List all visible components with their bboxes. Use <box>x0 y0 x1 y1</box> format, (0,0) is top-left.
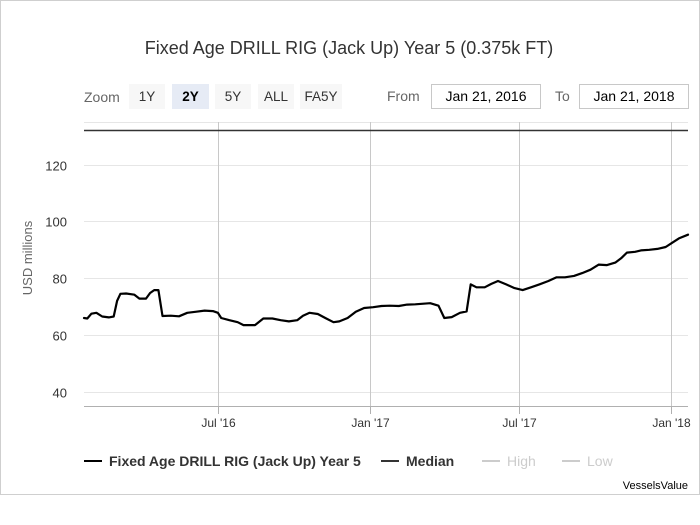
zoom-all-button[interactable]: ALL <box>258 84 294 109</box>
zoom-label: Zoom <box>84 89 120 105</box>
legend-series-swatch <box>84 460 102 462</box>
y-tick-label: 100 <box>45 215 67 230</box>
to-label: To <box>555 88 570 104</box>
legend-low-swatch <box>562 460 580 462</box>
grid-layer <box>84 122 688 406</box>
zoom-2y-button[interactable]: 2Y <box>172 84 209 109</box>
x-tick-label: Jan '17 <box>351 416 390 430</box>
chart-title: Fixed Age DRILL RIG (Jack Up) Year 5 (0.… <box>144 38 554 58</box>
legend-series-label: Fixed Age DRILL RIG (Jack Up) Year 5 <box>109 453 361 469</box>
series-layer <box>82 129 690 327</box>
zoom-5y-button[interactable]: 5Y <box>215 84 251 109</box>
axis-layer: 40 60 80 100 120 Jul '16 Jan '17 Jul '17 Jan '18… <box>20 159 691 431</box>
x-tick-label: Jul '17 <box>502 416 537 430</box>
from-date-input[interactable] <box>431 84 541 109</box>
y-axis-title: USD millions <box>20 220 35 295</box>
legend-item-low[interactable]: Low <box>562 453 613 469</box>
y-tick-label: 60 <box>53 329 67 344</box>
legend-high-swatch <box>482 460 500 462</box>
legend-item-median[interactable]: Median <box>381 453 454 469</box>
credit-label: VesselsValue <box>622 480 688 492</box>
chart-frame <box>0 0 700 495</box>
from-label: From <box>387 88 420 104</box>
to-date-input[interactable] <box>579 84 689 109</box>
legend-item-high[interactable]: High <box>482 453 536 469</box>
legend-low-label: Low <box>587 453 613 469</box>
legend-median-label: Median <box>406 453 455 469</box>
x-tick-label: Jul '16 <box>201 416 236 430</box>
y-tick-label: 120 <box>45 159 67 174</box>
y-tick-label: 40 <box>53 386 67 401</box>
legend-median-swatch <box>381 460 399 462</box>
zoom-1y-button[interactable]: 1Y <box>129 84 165 109</box>
x-tick-label: Jan '18 <box>652 416 691 430</box>
zoom-fa5y-button[interactable]: FA5Y <box>300 84 342 109</box>
y-tick-label: 80 <box>53 272 67 287</box>
legend-high-label: High <box>507 453 536 469</box>
legend-item-series[interactable]: Fixed Age DRILL RIG (Jack Up) Year 5 <box>84 453 361 469</box>
series-line-fixed-age-drill-rig <box>82 233 690 327</box>
